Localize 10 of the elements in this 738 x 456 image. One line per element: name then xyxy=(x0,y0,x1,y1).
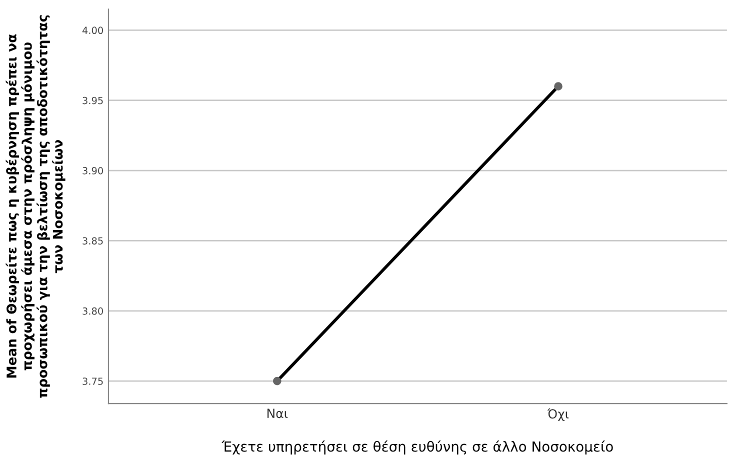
y-tick-label: 3.80 xyxy=(82,307,103,315)
y-tick-label: 3.85 xyxy=(82,237,103,245)
y-tick-label: 3.95 xyxy=(82,96,103,104)
y-tick-label: 4.00 xyxy=(82,26,103,34)
y-tick-label: 3.90 xyxy=(82,167,103,174)
y-tick-label: 3.75 xyxy=(82,378,103,385)
x-tick-label: Όχι xyxy=(547,408,569,422)
x-axis-title: Έχετε υπηρετήσει σε θέση ευθύνης σε άλλο Νοσοκομείο xyxy=(222,440,613,454)
x-tick-label: Ναι xyxy=(267,408,288,418)
y-axis-title: Mean of Θεωρείτε πως η κυβέρνηση πρέπει να προχωρήσει άμεσα στην πρόσληψη μόνιμου προσωπικού για την βελτίωση της αποδοτικότητας των Νοσοκομείων xyxy=(6,15,66,398)
